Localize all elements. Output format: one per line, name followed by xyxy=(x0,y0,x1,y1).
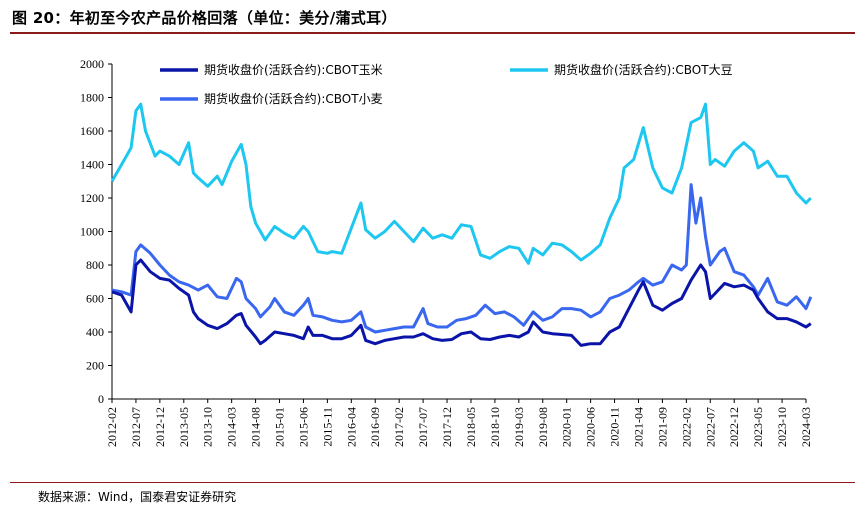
y-tick-label: 1800 xyxy=(80,91,104,105)
chart-lines xyxy=(110,102,813,347)
source-rule xyxy=(10,482,855,483)
x-tick-label: 2018-10 xyxy=(488,407,502,447)
chart-axes: 0 200 400 600 800 1000 1200 1400 1600 1800 2000 201… xyxy=(80,57,813,447)
x-tick-label: 2012-07 xyxy=(129,407,143,447)
x-tick-label: 2023-10 xyxy=(775,407,789,447)
x-tick-label: 2016-09 xyxy=(368,407,382,447)
y-tick-label: 800 xyxy=(86,258,104,272)
x-tick-label: 2019-08 xyxy=(536,407,550,447)
x-tick-label: 2017-02 xyxy=(392,407,406,447)
legend-soybean-label: 期货收盘价(活跃合约):CBOT大豆 xyxy=(554,62,733,77)
x-tick-label: 2017-12 xyxy=(440,407,454,447)
x-tick-label: 2021-04 xyxy=(631,407,645,447)
source-note: 数据来源：Wind，国泰君安证券研究 xyxy=(38,490,237,504)
y-tick-label: 400 xyxy=(86,325,104,339)
x-tick-label: 2015-11 xyxy=(320,407,334,447)
x-tick-label: 2023-05 xyxy=(751,407,765,447)
x-tick-label: 2013-05 xyxy=(177,407,191,447)
x-tick-label: 2018-05 xyxy=(464,407,478,447)
x-tick-label: 2020-01 xyxy=(560,407,574,447)
x-tick-label: 2014-08 xyxy=(249,407,263,447)
x-tick-label: 2021-09 xyxy=(655,407,669,447)
x-tick-label: 2012-12 xyxy=(153,407,167,447)
x-tick-label: 2022-02 xyxy=(679,407,693,447)
wheat-series-line xyxy=(111,183,813,334)
x-tick-label: 2015-06 xyxy=(296,407,310,447)
legend-corn-label: 期货收盘价(活跃合约):CBOT玉米 xyxy=(204,62,383,77)
x-tick-label: 2016-04 xyxy=(344,407,358,447)
soybean-series-line xyxy=(110,102,812,265)
title-rule xyxy=(10,32,855,34)
y-tick-label: 1400 xyxy=(80,158,104,172)
corn-series-line xyxy=(111,258,812,347)
y-tick-label: 1000 xyxy=(80,225,104,239)
figure-title: 图 20：年初至今农产品价格回落（单位：美分/蒲式耳） xyxy=(12,9,397,27)
x-tick-label: 2014-03 xyxy=(225,407,239,447)
x-tick-label: 2012-02 xyxy=(105,407,119,447)
x-tick-label: 2013-10 xyxy=(201,407,215,447)
x-tick-label: 2022-12 xyxy=(727,407,741,447)
y-tick-label: 600 xyxy=(86,292,104,306)
x-tick-label: 2019-03 xyxy=(512,407,526,447)
x-tick-label: 2017-07 xyxy=(416,407,430,447)
y-tick-label: 1600 xyxy=(80,124,104,138)
y-tick-label: 0 xyxy=(98,392,104,406)
x-tick-label: 2015-01 xyxy=(273,407,287,447)
legend-wheat-label: 期货收盘价(活跃合约):CBOT小麦 xyxy=(204,91,383,106)
x-tick-label: 2020-06 xyxy=(584,407,598,447)
chart-legend: 期货收盘价(活跃合约):CBOT玉米 期货收盘价(活跃合约):CBOT大豆期货收盘… xyxy=(160,62,733,106)
y-tick-label: 2000 xyxy=(80,57,104,71)
x-tick-label: 2022-07 xyxy=(703,407,717,447)
x-tick-label: 2020-11 xyxy=(608,407,622,447)
y-tick-label: 1200 xyxy=(80,191,104,205)
y-tick-label: 200 xyxy=(86,359,104,373)
x-tick-label: 2024-03 xyxy=(799,407,813,447)
